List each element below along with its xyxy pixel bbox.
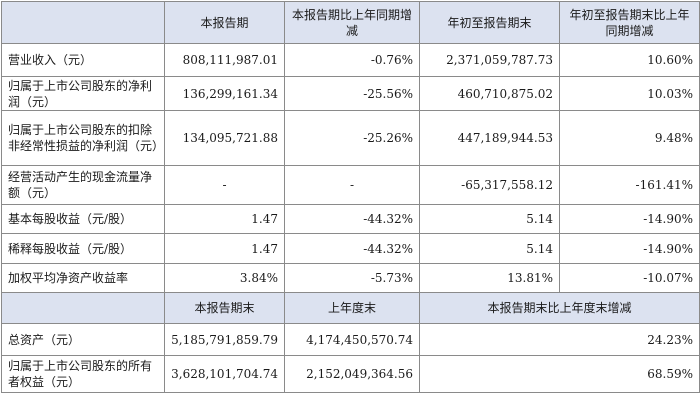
cell-current: 134,095,721.88 (164, 110, 285, 166)
header-row-2: 本报告期末 上年度末 本报告期末比上年度末增减 (1, 292, 700, 324)
header-cell: 本报告期比上年同期增减 (284, 1, 420, 44)
row-label: 归属于上市公司股东的扣除非经常性损益的净利润（元） (1, 110, 165, 166)
header-cell: 年初至报告期末比上年同期增减 (559, 1, 700, 44)
cell-ytd: 460,710,875.02 (419, 76, 560, 111)
cell-current: 1.47 (164, 204, 285, 234)
header-cell: 本报告期末 (164, 292, 285, 324)
cell-ytd: 5.14 (419, 233, 560, 264)
cell-ytd-change: 9.48% (559, 110, 700, 166)
cell-prior-year-end: 4,174,450,570.74 (284, 323, 420, 356)
table-row: 营业收入（元） 808,111,987.01 -0.76% 2,371,059,… (1, 43, 700, 77)
cell-ytd-change: -161.41% (559, 165, 700, 205)
table-row: 经营活动产生的现金流量净额（元） - - -65,317,558.12 -161… (1, 165, 700, 205)
cell-change: 24.23% (419, 323, 700, 356)
header-cell (1, 292, 165, 324)
table-row: 归属于上市公司股东的扣除非经常性损益的净利润（元） 134,095,721.88… (1, 110, 700, 166)
financial-table: 本报告期 本报告期比上年同期增减 年初至报告期末 年初至报告期末比上年同期增减 … (1, 1, 700, 393)
cell-current: 3.84% (164, 263, 285, 293)
table-row: 加权平均净资产收益率 3.84% -5.73% 13.81% -10.07% (1, 263, 700, 293)
table-row: 基本每股收益（元/股） 1.47 -44.32% 5.14 -14.90% (1, 204, 700, 234)
row-label: 加权平均净资产收益率 (1, 263, 165, 293)
table-row: 稀释每股收益（元/股） 1.47 -44.32% 5.14 -14.90% (1, 233, 700, 264)
row-label: 归属于上市公司股东的所有者权益（元） (1, 355, 165, 393)
cell-current: 808,111,987.01 (164, 43, 285, 77)
row-label: 经营活动产生的现金流量净额（元） (1, 165, 165, 205)
cell-ytd: 5.14 (419, 204, 560, 234)
cell-period-end: 5,185,791,859.79 (164, 323, 285, 356)
cell-ytd: 447,189,944.53 (419, 110, 560, 166)
header-cell: 上年度末 (284, 292, 420, 324)
row-label: 营业收入（元） (1, 43, 165, 77)
cell-current: 1.47 (164, 233, 285, 264)
cell-current-change: -5.73% (284, 263, 420, 293)
cell-period-end: 3,628,101,704.74 (164, 355, 285, 393)
table-row: 归属于上市公司股东的净利润（元） 136,299,161.34 -25.56% … (1, 76, 700, 111)
cell-change: 68.59% (419, 355, 700, 393)
cell-ytd: -65,317,558.12 (419, 165, 560, 205)
cell-ytd-change: -14.90% (559, 233, 700, 264)
cell-current: 136,299,161.34 (164, 76, 285, 111)
row-label: 基本每股收益（元/股） (1, 204, 165, 234)
cell-ytd-change: 10.60% (559, 43, 700, 77)
cell-current-change: - (284, 165, 420, 205)
header-cell: 本报告期末比上年度末增减 (419, 292, 700, 324)
cell-ytd: 13.81% (419, 263, 560, 293)
header-cell: 年初至报告期末 (419, 1, 560, 44)
header-cell: 本报告期 (164, 1, 285, 44)
table-row: 归属于上市公司股东的所有者权益（元） 3,628,101,704.74 2,15… (1, 355, 700, 393)
cell-current-change: -25.26% (284, 110, 420, 166)
cell-current-change: -0.76% (284, 43, 420, 77)
row-label: 稀释每股收益（元/股） (1, 233, 165, 264)
cell-ytd-change: 10.03% (559, 76, 700, 111)
cell-ytd-change: -14.90% (559, 204, 700, 234)
cell-prior-year-end: 2,152,049,364.56 (284, 355, 420, 393)
cell-current-change: -25.56% (284, 76, 420, 111)
cell-ytd-change: -10.07% (559, 263, 700, 293)
row-label: 归属于上市公司股东的净利润（元） (1, 76, 165, 111)
cell-current: - (164, 165, 285, 205)
header-row-1: 本报告期 本报告期比上年同期增减 年初至报告期末 年初至报告期末比上年同期增减 (1, 1, 700, 44)
row-label: 总资产（元） (1, 323, 165, 356)
header-cell (1, 1, 165, 44)
financial-summary: 本报告期 本报告期比上年同期增减 年初至报告期末 年初至报告期末比上年同期增减 … (1, 1, 700, 393)
table-row: 总资产（元） 5,185,791,859.79 4,174,450,570.74… (1, 323, 700, 356)
cell-current-change: -44.32% (284, 233, 420, 264)
cell-current-change: -44.32% (284, 204, 420, 234)
cell-ytd: 2,371,059,787.73 (419, 43, 560, 77)
